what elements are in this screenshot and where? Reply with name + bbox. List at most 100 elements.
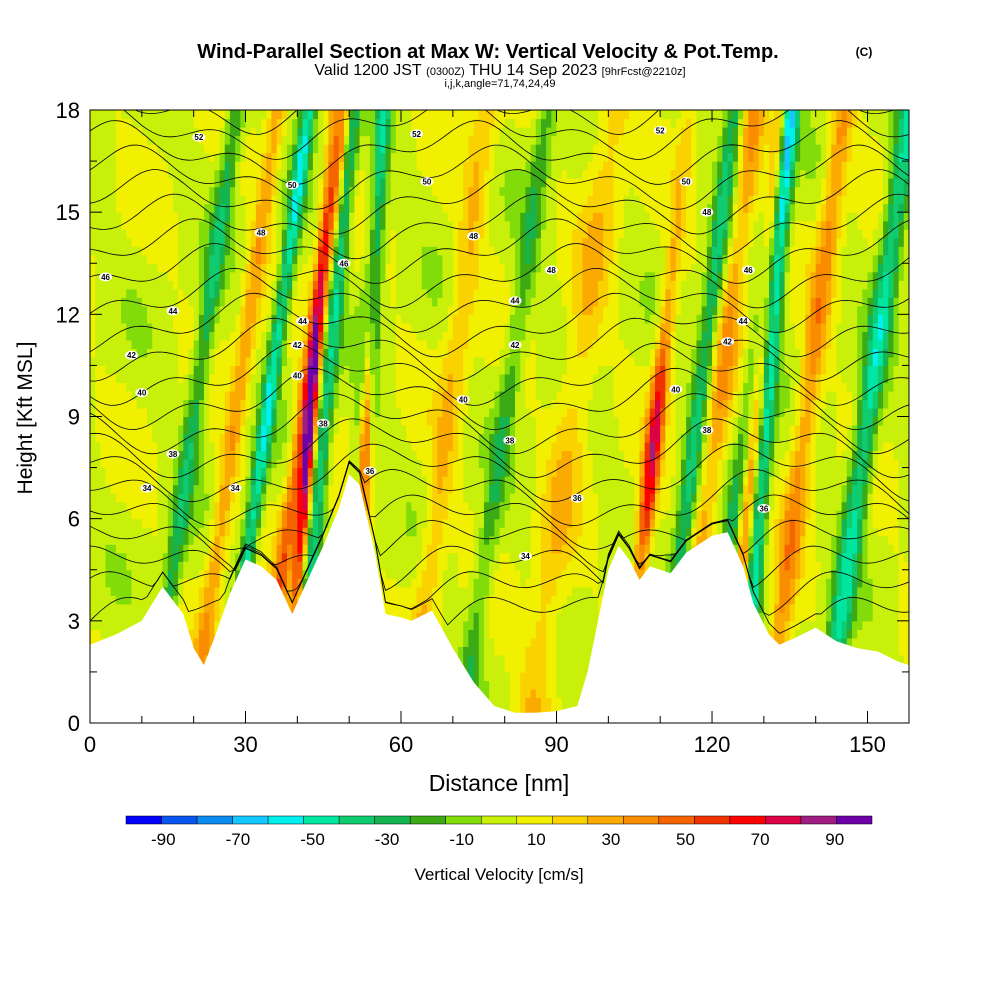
vv-cell: [131, 416, 138, 426]
vv-cell: [131, 467, 138, 477]
vv-cell: [224, 433, 231, 443]
vv-cell: [214, 348, 221, 358]
vv-cell: [261, 152, 267, 162]
vv-cell: [110, 578, 117, 588]
vv-cell: [250, 416, 257, 426]
vv-cell: [426, 407, 433, 418]
vv-cell: [426, 586, 433, 596]
vv-cell: [167, 229, 174, 239]
vv-cell: [432, 229, 438, 239]
vv-cell: [281, 348, 288, 358]
vv-cell: [188, 544, 195, 554]
vv-cell: [307, 356, 314, 367]
vv-cell: [276, 110, 283, 120]
vv-cell: [224, 169, 231, 179]
vv-cell: [245, 212, 252, 222]
vv-cell: [235, 476, 241, 486]
vv-cell: [266, 348, 273, 358]
vv-cell: [297, 518, 304, 528]
vv-cell: [328, 416, 335, 426]
vv-cell: [380, 425, 387, 435]
vv-cell: [349, 322, 355, 332]
vv-cell: [369, 169, 376, 179]
vv-cell: [90, 459, 96, 469]
vv-cell: [442, 254, 449, 264]
vv-cell: [126, 484, 133, 494]
vv-cell: [343, 212, 350, 222]
vv-cell: [250, 297, 257, 307]
vv-cell: [255, 195, 262, 205]
vv-cell: [224, 476, 231, 486]
vv-cell: [188, 450, 195, 460]
vv-cell: [183, 569, 190, 579]
vv-cell: [395, 305, 402, 315]
vv-cell: [401, 297, 407, 307]
vv-cell: [121, 152, 127, 162]
vv-cell: [167, 331, 174, 341]
vv-cell: [312, 442, 319, 452]
vv-cell: [121, 246, 127, 256]
vv-cell: [152, 305, 158, 315]
vv-cell: [266, 407, 273, 418]
vv-cell: [229, 237, 236, 247]
vv-cell: [126, 322, 133, 332]
vv-cell: [281, 322, 288, 332]
vv-cell: [131, 510, 138, 520]
vv-cell: [209, 399, 216, 409]
vv-cell: [224, 399, 231, 409]
vv-cell: [307, 348, 314, 358]
vv-cell: [380, 169, 387, 179]
vv-cell: [110, 161, 117, 171]
vv-cell: [312, 356, 319, 367]
vv-cell: [172, 110, 179, 120]
vv-cell: [416, 459, 423, 469]
vv-cell: [359, 399, 366, 409]
vv-cell: [240, 195, 247, 205]
vv-cell: [421, 407, 428, 418]
vv-cell: [266, 229, 273, 239]
vv-cell: [312, 552, 319, 562]
vv-cell: [198, 229, 205, 239]
vv-cell: [214, 484, 221, 494]
vv-cell: [250, 459, 257, 469]
vv-cell: [209, 552, 216, 562]
vv-cell: [250, 407, 257, 418]
vv-cell: [183, 254, 190, 264]
vv-cell: [188, 620, 195, 630]
vv-cell: [214, 331, 221, 341]
vv-cell: [307, 501, 314, 511]
vv-cell: [162, 271, 169, 281]
vv-cell: [245, 127, 252, 137]
vv-cell: [307, 544, 314, 554]
vv-cell: [437, 178, 444, 188]
vv-cell: [204, 254, 210, 264]
vv-cell: [204, 297, 210, 307]
vv-cell: [162, 331, 169, 341]
vv-cell: [209, 348, 216, 358]
vv-cell: [105, 127, 112, 137]
vv-cell: [131, 365, 138, 375]
vv-cell: [261, 288, 267, 298]
vv-cell: [209, 442, 216, 452]
vv-cell: [178, 203, 184, 213]
vv-cell: [437, 510, 444, 520]
vv-cell: [375, 314, 381, 324]
vv-cell: [110, 169, 117, 179]
vv-cell: [395, 331, 402, 341]
vv-cell: [219, 535, 226, 545]
vv-cell: [354, 186, 361, 196]
vv-cell: [380, 348, 387, 358]
vv-cell: [235, 110, 241, 120]
vv-cell: [416, 493, 423, 503]
vv-cell: [157, 552, 164, 562]
vv-cell: [178, 229, 184, 239]
vv-cell: [157, 331, 164, 341]
vv-cell: [406, 152, 412, 162]
vv-cell: [432, 493, 438, 503]
vv-cell: [421, 237, 428, 247]
vv-cell: [302, 501, 309, 511]
vv-cell: [354, 118, 361, 128]
vv-cell: [292, 212, 298, 222]
vv-cell: [110, 467, 117, 477]
vv-cell: [271, 144, 278, 154]
